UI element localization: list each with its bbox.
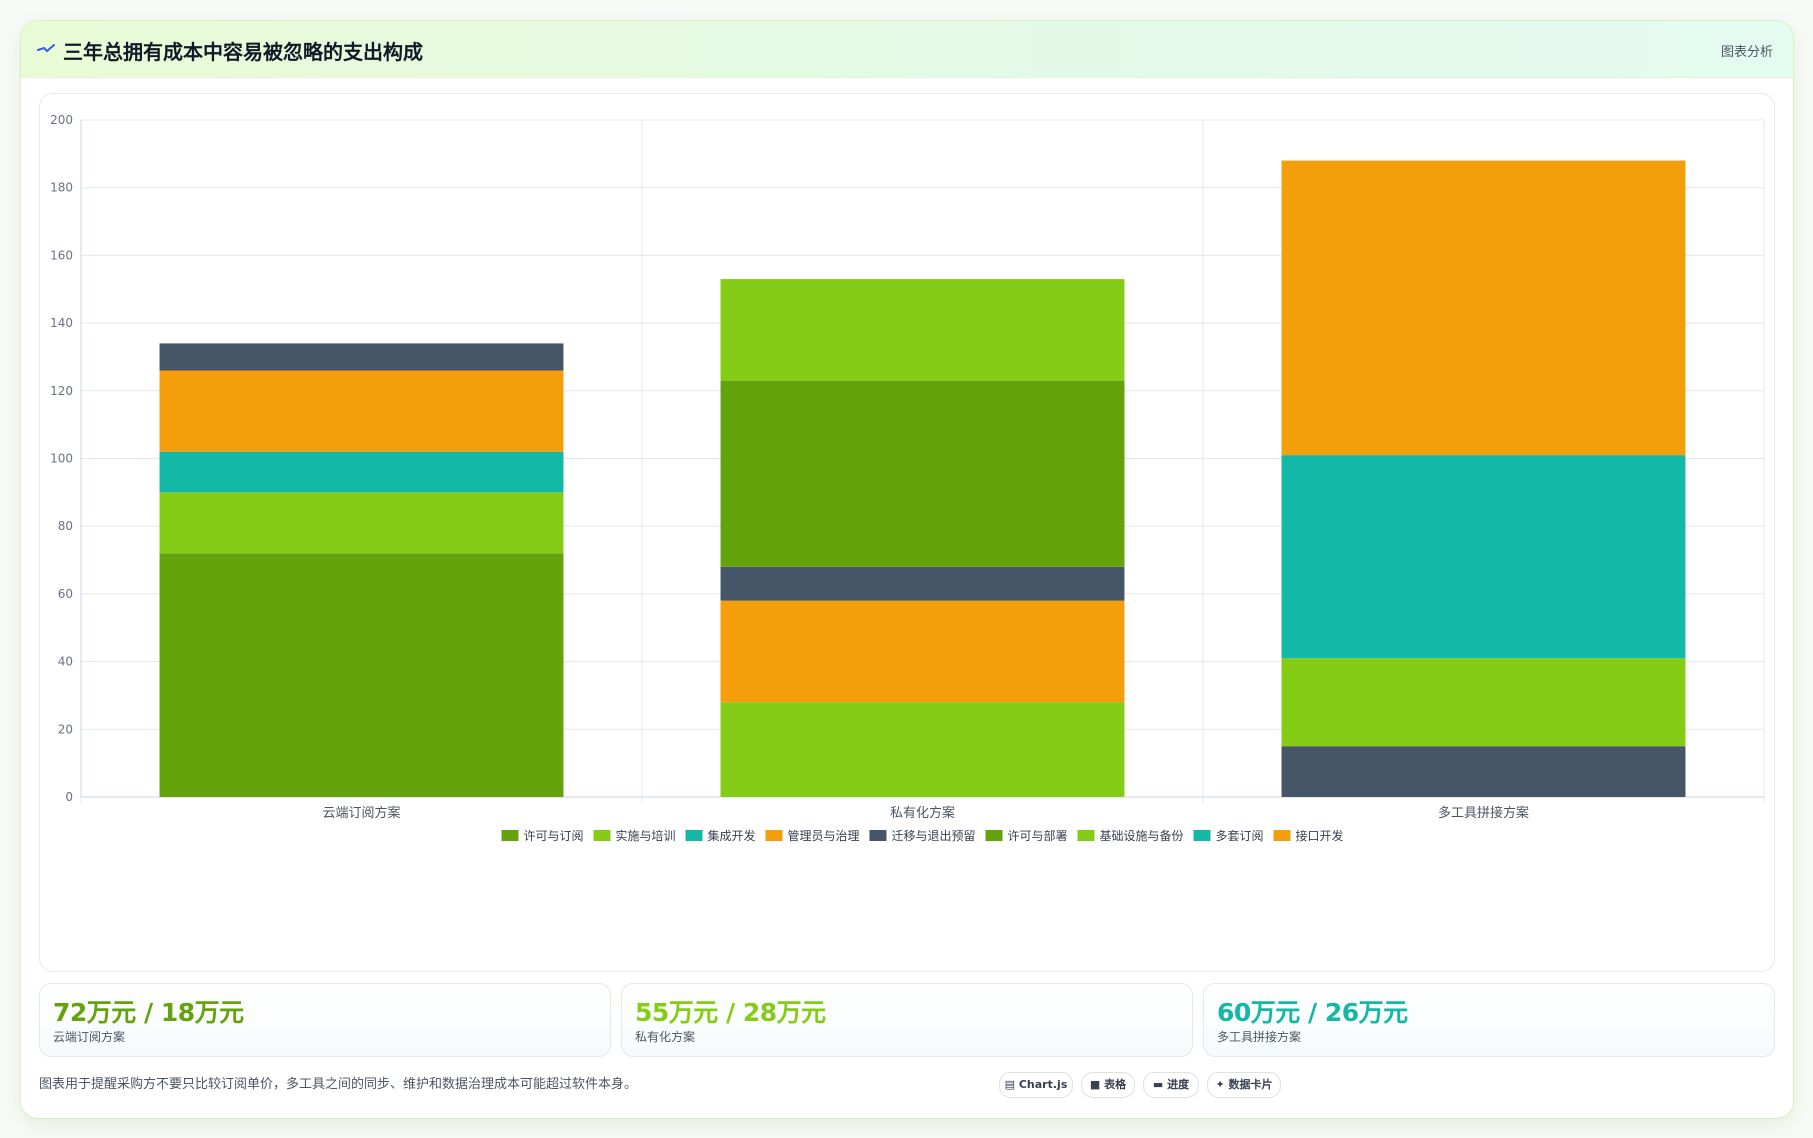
stat-cards: 72万元 / 18万元 云端订阅方案 55万元 / 28万元 私有化方案 60万… (39, 983, 1775, 1057)
tag-label: Chart.js (1018, 1078, 1068, 1091)
chart-analysis-link[interactable]: 图表分析 (1720, 45, 1773, 60)
legend-label: 基础设施与备份 (1100, 829, 1184, 843)
progress-icon: ▬ (1152, 1078, 1164, 1091)
stat-label: 云端订阅方案 (53, 1030, 126, 1044)
legend-swatch (501, 830, 519, 841)
trend-line-icon (37, 44, 55, 53)
stat-label: 私有化方案 (635, 1030, 696, 1044)
stat-label: 多工具拼接方案 (1217, 1030, 1302, 1044)
tag-data-card[interactable]: ✦ 数据卡片 (1207, 1072, 1281, 1098)
legend-swatch (593, 830, 611, 841)
stat-value: 60万元 / 26万元 (1217, 998, 1408, 1027)
card-header: 三年总拥有成本中容易被忽略的支出构成 图表分析 (21, 21, 1793, 78)
sparkle-icon: ✦ (1215, 1078, 1225, 1091)
legend-swatch (685, 830, 703, 841)
x-tick-label: 多工具拼接方案 (1438, 805, 1529, 821)
stat-card-cloud: 72万元 / 18万元 云端订阅方案 (39, 983, 611, 1057)
bar-segment (1281, 746, 1686, 797)
x-tick-label: 云端订阅方案 (322, 805, 400, 821)
y-tick-label: 0 (65, 790, 73, 804)
stat-value: 72万元 / 18万元 (53, 998, 244, 1027)
y-tick-label: 100 (50, 452, 73, 466)
y-tick-label: 60 (58, 587, 73, 601)
y-tick-label: 160 (50, 248, 73, 262)
legend-label: 许可与部署 (1008, 828, 1068, 843)
table-icon: ■ (1089, 1078, 1101, 1091)
y-tick-label: 120 (50, 384, 73, 398)
bar-segment (1281, 658, 1686, 747)
legend-label: 管理员与治理 (788, 828, 860, 843)
bar-segment (1281, 160, 1686, 456)
legend-swatch (1077, 830, 1095, 841)
legend-label: 实施与培训 (616, 828, 676, 843)
bar-segment (720, 600, 1125, 703)
bar-segment (159, 370, 564, 452)
stat-card-private: 55万元 / 28万元 私有化方案 (621, 983, 1193, 1057)
y-tick-label: 180 (50, 181, 73, 195)
y-tick-label: 20 (58, 722, 73, 736)
legend-swatch (1193, 830, 1211, 841)
legend-label: 接口开发 (1296, 828, 1344, 843)
tag-label: 表格 (1104, 1078, 1127, 1091)
legend-label: 迁移与退出预留 (892, 829, 976, 843)
bar-segment (720, 566, 1125, 601)
chart-card: 三年总拥有成本中容易被忽略的支出构成 图表分析 0 20 40 60 80 100 120 1… (20, 20, 1794, 1119)
footer-note: 图表用于提醒采购方不要只比较订阅单价，多工具之间的同步、维护和数据治理成本可能超… (39, 1077, 638, 1092)
tag-table[interactable]: ■ 表格 (1081, 1072, 1135, 1098)
legend-swatch (869, 830, 887, 841)
bar-segment (159, 492, 564, 554)
stat-value: 55万元 / 28万元 (635, 998, 826, 1027)
bar-segment (720, 279, 1125, 381)
chart-icon: ▤ (1004, 1078, 1016, 1091)
y-tick-label: 140 (50, 316, 73, 330)
bar-segment (159, 451, 564, 493)
page-title: 三年总拥有成本中容易被忽略的支出构成 (63, 40, 423, 64)
legend-swatch (1273, 830, 1291, 841)
y-tick-label: 40 (58, 655, 73, 669)
tag-chartjs[interactable]: ▤ Chart.js (999, 1072, 1073, 1098)
bar-segment (159, 553, 564, 797)
stacked-bar-chart: 0 20 40 60 80 100 120 140 160 180 200 云端订阅方案 私有化方案 多工… (50, 113, 1765, 843)
tag-label: 数据卡片 (1228, 1078, 1273, 1091)
bar-segment (720, 380, 1125, 567)
tag-label: 进度 (1167, 1078, 1190, 1091)
stat-card-multitool: 60万元 / 26万元 多工具拼接方案 (1203, 983, 1775, 1057)
legend-swatch (765, 830, 783, 841)
tag-progress[interactable]: ▬ 进度 (1143, 1072, 1199, 1098)
legend-swatch (985, 830, 1003, 841)
legend-label: 集成开发 (708, 828, 756, 843)
bar-segment (159, 343, 564, 371)
bar-segment (720, 702, 1125, 797)
chart-panel: 0 20 40 60 80 100 120 140 160 180 200 云端订阅方案 私有化方案 多工… (39, 93, 1775, 972)
bar-segment (1281, 455, 1686, 659)
y-tick-label: 80 (58, 519, 73, 533)
x-tick-label: 私有化方案 (890, 805, 955, 821)
legend-label: 多套订阅 (1216, 829, 1264, 843)
legend-label: 许可与订阅 (524, 829, 584, 843)
y-tick-label: 200 (50, 113, 73, 127)
